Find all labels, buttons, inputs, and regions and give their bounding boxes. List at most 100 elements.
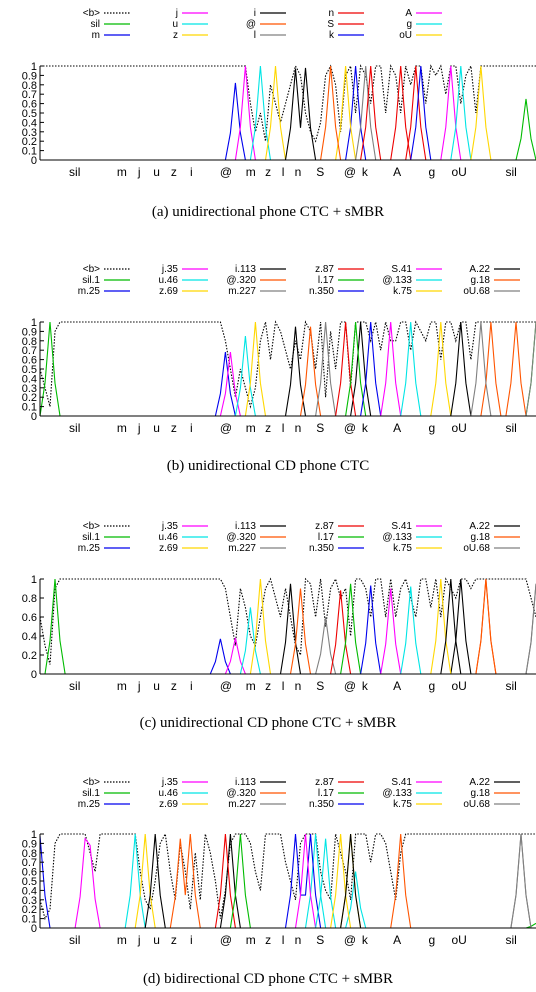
x-tick-label: sil [69, 421, 80, 435]
x-tick-label: k [362, 933, 369, 947]
legend-label: k [329, 30, 335, 41]
panel-caption: (d) bidirectional CD phone CTC + sMBR [143, 971, 393, 987]
x-tick-label: @ [220, 933, 232, 947]
x-tick-label: @ [344, 165, 356, 179]
legend-label: m.227 [228, 799, 256, 810]
legend-label: <b> [83, 8, 100, 19]
y-tick-label: 0.5 [22, 108, 37, 120]
x-tick-label: i [190, 933, 193, 947]
y-tick-label: 0.8 [22, 336, 37, 348]
series-line [40, 98, 536, 161]
x-tick-label: z [171, 933, 177, 947]
x-tick-label: z [171, 679, 177, 693]
x-tick-label: g [428, 933, 435, 947]
y-tick-label: 0.1 [22, 402, 37, 414]
y-tick-label: 0 [31, 923, 37, 935]
legend-label: j.35 [161, 777, 179, 788]
x-tick-label: m [117, 165, 127, 179]
x-tick-label: j [137, 421, 141, 435]
legend-label: k.75 [393, 286, 412, 297]
legend-label: u [172, 19, 178, 30]
legend-label: l.17 [318, 275, 335, 286]
legend-label: g.18 [471, 532, 491, 543]
legend-label: g.18 [471, 275, 491, 286]
legend-label: oU.68 [463, 543, 490, 554]
legend-label: u.46 [159, 532, 179, 543]
series-line [40, 336, 536, 417]
legend-label: j [175, 8, 178, 19]
y-tick-label: 1 [31, 829, 37, 841]
legend-label: j.35 [161, 264, 179, 275]
x-tick-label: z [265, 165, 271, 179]
x-tick-label: m [246, 679, 256, 693]
legend-label: @.133 [382, 275, 412, 286]
x-tick-label: sil [69, 165, 80, 179]
y-tick-label: 0.8 [22, 848, 37, 860]
y-tick-label: 0.1 [22, 914, 37, 926]
legend-label: oU [399, 30, 412, 41]
legend-label: S.41 [391, 521, 412, 532]
series-line [40, 585, 536, 675]
x-tick-label: m [117, 679, 127, 693]
series-line [39, 832, 536, 921]
x-tick-label: @ [220, 165, 232, 179]
legend-label: @.320 [226, 532, 256, 543]
y-tick-label: 0.8 [22, 593, 37, 605]
x-tick-label: k [362, 165, 369, 179]
legend-label: i.113 [235, 521, 256, 532]
x-tick-label: A [393, 165, 401, 179]
legend-label: A [405, 8, 412, 19]
y-tick-label: 0.9 [22, 326, 37, 338]
x-tick-label: S [316, 165, 324, 179]
legend-label: sil [91, 19, 100, 30]
y-tick-label: 0.4 [22, 885, 37, 897]
legend-label: S.41 [391, 777, 412, 788]
y-tick-label: 0 [31, 411, 37, 423]
x-tick-label: l [282, 165, 285, 179]
x-tick-label: l [282, 679, 285, 693]
x-tick-label: k [362, 679, 369, 693]
x-tick-label: oU [451, 679, 466, 693]
x-tick-label: m [246, 421, 256, 435]
legend-label: l.17 [318, 532, 335, 543]
y-tick-label: 0.4 [22, 631, 37, 643]
y-tick-label: 0.6 [22, 355, 37, 367]
panel-caption: (a) unidirectional phone CTC + sMBR [152, 204, 384, 220]
series-line [40, 590, 536, 675]
legend-label: z.69 [159, 543, 178, 554]
legend-label: <b> [83, 521, 100, 532]
x-tick-label: l [282, 933, 285, 947]
legend-label: S [327, 19, 334, 30]
legend-label: g [406, 19, 412, 30]
legend-label: A.22 [469, 264, 490, 275]
x-tick-label: A [393, 679, 401, 693]
legend-label: S.41 [391, 264, 412, 275]
series-line [40, 833, 536, 929]
y-tick-label: 0 [31, 669, 37, 681]
x-tick-label: z [171, 165, 177, 179]
legend-label: g.18 [471, 788, 491, 799]
x-tick-label: S [316, 421, 324, 435]
y-tick-label: 0.2 [22, 136, 37, 148]
x-tick-label: g [428, 165, 435, 179]
legend-label: z.87 [315, 264, 334, 275]
legend-label: m.25 [78, 799, 101, 810]
legend-label: z.69 [159, 799, 178, 810]
y-tick-label: 0.2 [22, 392, 37, 404]
legend-label: z [173, 30, 178, 41]
y-tick-label: 0.6 [22, 612, 37, 624]
x-tick-label: n [295, 421, 302, 435]
x-tick-label: oU [451, 421, 466, 435]
legend-label: l [254, 30, 256, 41]
panel-caption: (b) unidirectional CD phone CTC [167, 458, 369, 474]
x-tick-label: sil [69, 679, 80, 693]
x-tick-label: z [171, 421, 177, 435]
series-line [40, 64, 536, 143]
y-tick-label: 0.6 [22, 867, 37, 879]
legend-label: l.17 [318, 788, 335, 799]
x-tick-label: A [393, 933, 401, 947]
x-tick-label: oU [451, 933, 466, 947]
x-tick-label: n [295, 933, 302, 947]
x-tick-label: g [428, 421, 435, 435]
